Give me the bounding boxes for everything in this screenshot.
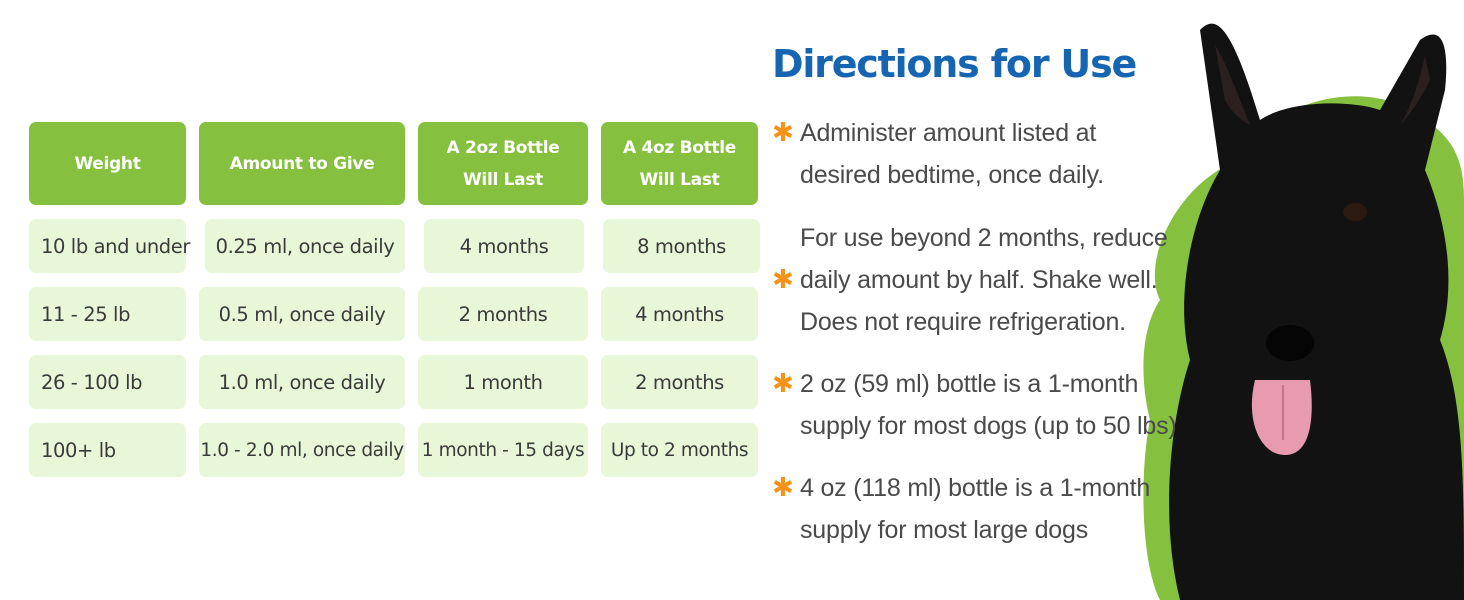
table-row-4-4oz: Up to 2 months [601,423,758,477]
direction-line: 4 oz (118 ml) bottle is a 1-month [800,474,1151,502]
cell-text: 4 months [459,234,549,258]
table-row-2-amount: 0.5 ml, once daily [199,287,405,341]
direction-line: Administer amount listed at [800,119,1097,147]
cell-text: 2 months [635,370,724,394]
dog-eye [1343,203,1367,221]
cell-text: 8 months [637,234,726,258]
table-row-1-4oz: 8 months [603,219,760,273]
table-row-3-amount: 1.0 ml, once daily [199,355,405,409]
dog-tongue [1251,380,1312,455]
direction-text: For use beyond 2 months, reduce daily am… [800,217,1190,343]
cell-text: 2 months [458,302,548,326]
cell-text: Up to 2 months [610,439,749,461]
table-row-2-weight: 11 - 25 lb [29,287,186,341]
table-row-1-2oz: 4 months [424,219,584,273]
direction-text: Administer amount listed at desired bedt… [800,112,1190,196]
header-amount: Amount to Give [199,122,405,205]
table-row-1-weight: 10 lb and under [29,219,190,273]
asterisk-icon: ✱ [772,473,794,503]
cell-text: 1.0 - 2.0 ml, once daily [200,439,404,461]
table-row-4-2oz: 1 month - 15 days [418,423,588,477]
directions-title: Directions for Use [772,42,1137,86]
cell-text: 26 - 100 lb [41,370,143,394]
cell-text: 0.5 ml, once daily [218,302,386,326]
cell-text: 1 month - 15 days [421,439,585,461]
cell-text: 11 - 25 lb [41,302,131,326]
table-row-3-2oz: 1 month [418,355,588,409]
direction-line: desired bedtime, once daily. [800,161,1104,189]
table-row-1-amount: 0.25 ml, once daily [205,219,405,273]
direction-line: supply for most large dogs [800,516,1089,544]
dog-ear-left-inner [1215,45,1250,125]
direction-line: 2 oz (59 ml) bottle is a 1-month [800,370,1139,398]
table-row-2-2oz: 2 months [418,287,588,341]
header-2oz-line2: Will Last [462,169,543,190]
cell-text: 1 month [463,370,543,394]
header-weight: Weight [29,122,186,205]
cell-text: 4 months [635,302,724,326]
cell-text: 100+ lb [41,438,116,462]
asterisk-icon: ✱ [772,369,794,399]
cell-text: 1.0 ml, once daily [218,370,386,394]
table-row-3-4oz: 2 months [601,355,758,409]
header-amount-label: Amount to Give [229,153,375,174]
dog-nose [1266,325,1314,361]
header-4oz: A 4oz Bottle Will Last [601,122,758,205]
asterisk-icon: ✱ [772,118,794,148]
header-2oz: A 2oz Bottle Will Last [418,122,588,205]
cell-text: 0.25 ml, once daily [215,234,395,258]
asterisk-icon: ✱ [772,265,794,295]
direction-text: 2 oz (59 ml) bottle is a 1-month supply … [800,363,1190,447]
header-4oz-line2: Will Last [639,169,720,190]
table-row-4-amount: 1.0 - 2.0 ml, once daily [199,423,405,477]
direction-line: supply for most dogs (up to 50 lbs) [800,412,1177,440]
direction-text: 4 oz (118 ml) bottle is a 1-month supply… [800,467,1190,551]
dog-photo [1143,23,1464,600]
direction-line: daily amount by half. Shake well. [800,266,1158,294]
table-row-3-weight: 26 - 100 lb [29,355,186,409]
table-row-4-weight: 100+ lb [29,423,186,477]
header-4oz-line1: A 4oz Bottle [622,137,737,158]
cell-text: 10 lb and under [41,234,191,258]
header-2oz-line1: A 2oz Bottle [446,137,560,158]
dog-ear-right-inner [1400,55,1430,125]
direction-line: For use beyond 2 months, reduce [800,224,1168,252]
dog-body [1169,23,1464,600]
header-weight-label: Weight [74,153,141,174]
direction-line: Does not require refrigeration. [800,308,1126,336]
table-row-2-4oz: 4 months [601,287,758,341]
